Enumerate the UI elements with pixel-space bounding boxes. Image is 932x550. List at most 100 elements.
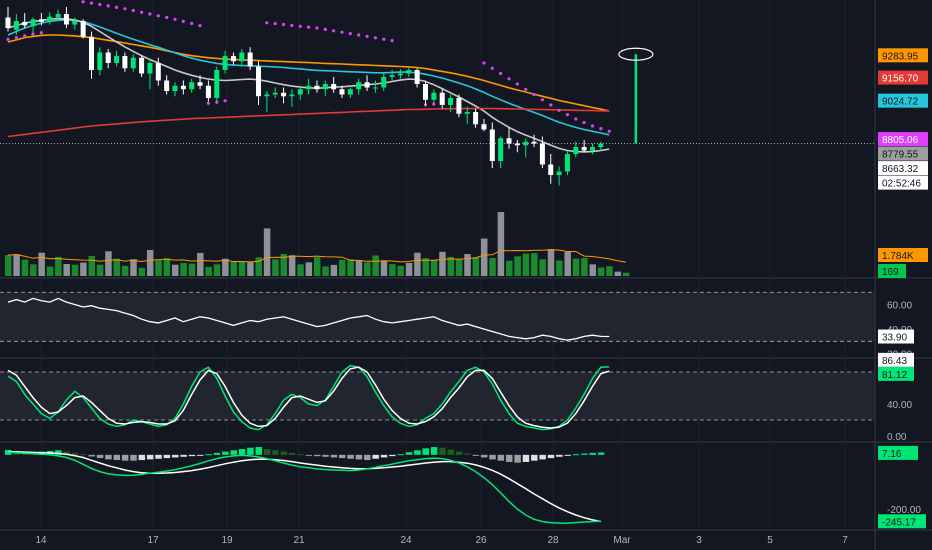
price-label-4-bg	[878, 146, 928, 161]
candle-body	[356, 82, 362, 90]
psar-dot	[323, 27, 327, 31]
candle-body	[439, 92, 445, 105]
macd-histogram-bar	[205, 454, 212, 456]
rsi-pane[interactable]	[0, 291, 875, 342]
volume-bar	[238, 261, 246, 276]
macd-pane[interactable]	[5, 447, 605, 524]
candle-body	[389, 75, 395, 77]
volume-bar	[539, 259, 546, 276]
macd-histogram-bar	[55, 450, 62, 455]
volume-bar	[5, 255, 12, 276]
macd-histogram-bar	[547, 454, 555, 459]
candle-body	[347, 89, 353, 95]
psar-dot	[223, 99, 227, 103]
candle-body	[489, 129, 495, 161]
volume-ma-line	[7, 249, 626, 263]
candle-body	[448, 98, 454, 105]
psar-dot	[290, 23, 294, 27]
macd-histogram-bar	[397, 454, 404, 456]
candle-body	[564, 154, 570, 172]
candle-body	[55, 14, 61, 18]
candle-body	[122, 56, 128, 69]
price-pane[interactable]	[0, 0, 875, 186]
psar-dot	[607, 129, 611, 133]
volume-bar	[572, 258, 580, 276]
psar-dot	[273, 22, 277, 26]
macd-histogram-bar	[330, 454, 338, 458]
time-tick-2: 19	[221, 535, 233, 546]
candle-body	[506, 138, 512, 144]
candle-body	[114, 56, 120, 63]
psar-dot	[298, 24, 302, 28]
candle	[205, 80, 211, 102]
macd-histogram-bar	[539, 454, 546, 460]
psar-dot	[31, 32, 35, 36]
volume-bar	[522, 253, 530, 276]
volume-bar	[430, 260, 438, 276]
price-axis[interactable]: 9283.95 9156.70 9024.72 8805.06 8779.55 8663.…	[878, 48, 928, 529]
candle	[180, 80, 186, 95]
price-label-1: 9156.70	[878, 70, 928, 85]
psar-dot	[173, 17, 177, 21]
candle	[423, 80, 428, 105]
candle	[364, 75, 370, 91]
candle	[30, 17, 36, 34]
volume-bar	[589, 264, 596, 276]
volume-bar	[55, 256, 62, 276]
candle	[564, 150, 570, 175]
stoch-line-0	[7, 364, 610, 431]
macd-histogram-bar	[263, 448, 271, 455]
macd-histogram-bar	[272, 450, 279, 455]
macd-histogram-bar	[581, 453, 588, 455]
candle-body	[464, 112, 470, 114]
volume-bar	[547, 249, 555, 276]
volume-bar	[439, 251, 446, 276]
psar-dot	[524, 87, 528, 91]
macd-histogram-bar	[280, 451, 288, 455]
candle-body	[414, 70, 420, 84]
candle-body	[406, 70, 412, 74]
candle	[222, 50, 228, 74]
candle-body	[498, 138, 504, 161]
candle-body	[247, 52, 253, 67]
volume-pane[interactable]	[5, 212, 630, 276]
candle-body	[72, 21, 78, 25]
volume-bar	[130, 259, 137, 276]
rsi-value-label-text: 33.90	[882, 333, 907, 344]
macd-value-label-1-bg	[878, 514, 926, 529]
volume-bar	[355, 260, 363, 276]
macd-histogram-bar	[138, 454, 146, 461]
volume-bar	[105, 251, 112, 276]
volume-bar	[455, 259, 463, 276]
macd-histogram-bar	[255, 447, 262, 455]
candle	[498, 136, 504, 168]
macd-histogram-bar	[180, 454, 187, 457]
volume-bar	[313, 257, 321, 276]
time-axis[interactable]: 14 17 19 21 24 26 28 Mar 3 5 7	[35, 535, 848, 546]
stoch-pane[interactable]	[0, 364, 875, 431]
volume-label-0-bg	[878, 248, 928, 262]
volume-bar	[172, 264, 179, 276]
candle-body	[5, 17, 11, 28]
macd-histogram-bar	[297, 454, 304, 456]
psar-dot	[265, 21, 269, 25]
candle	[239, 49, 245, 67]
volume-bar	[163, 258, 171, 276]
candle	[281, 87, 287, 104]
candle	[105, 49, 111, 69]
candle-body	[22, 21, 28, 26]
candle	[331, 77, 337, 93]
macd-histogram-bar	[222, 451, 229, 455]
volume-bar	[46, 266, 54, 276]
macd-histogram-bar	[347, 454, 354, 459]
volume-label-0: 1.784K	[878, 248, 928, 262]
volume-bar	[13, 254, 20, 276]
candle	[573, 141, 579, 158]
macd-histogram-bar	[405, 452, 413, 455]
macd-histogram-bar	[172, 454, 179, 458]
macd-histogram-bar	[472, 454, 480, 456]
stoch-value-label-1-text: 81.12	[882, 370, 907, 381]
candle-body	[381, 77, 387, 88]
macd-histogram-bar	[364, 454, 371, 461]
